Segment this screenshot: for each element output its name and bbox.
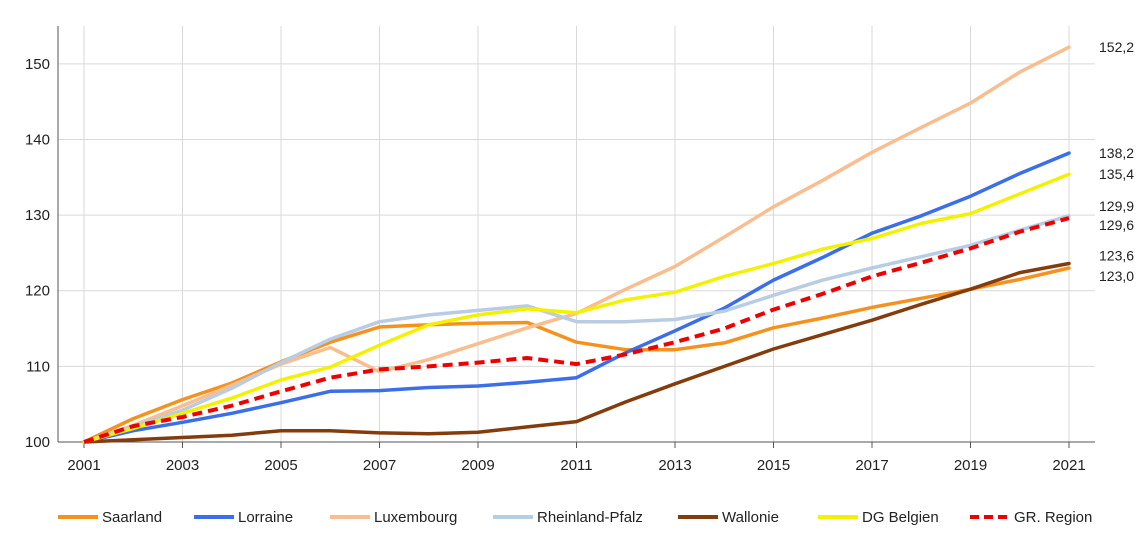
- x-tick-label: 2011: [560, 457, 592, 474]
- x-tick-label: 2013: [658, 457, 691, 474]
- grid-lines: [58, 26, 1095, 442]
- legend-label: Saarland: [102, 509, 162, 526]
- legend-label: GR. Region: [1014, 509, 1092, 526]
- x-tick-label: 2003: [166, 457, 199, 474]
- y-tick-label: 120: [25, 283, 50, 300]
- x-tick-label: 2019: [954, 457, 987, 474]
- legend-label: Luxembourg: [374, 509, 457, 526]
- end-value-label-dg-belgien: 135,4: [1099, 166, 1134, 182]
- x-tick-label: 2009: [461, 457, 494, 474]
- legend-label: DG Belgien: [862, 509, 939, 526]
- series-line-wallonie: [82, 261, 1071, 444]
- x-tick-label: 2007: [363, 457, 396, 474]
- y-tick-label: 110: [26, 358, 50, 375]
- legend-label: Lorraine: [238, 509, 293, 526]
- y-tick-label: 150: [25, 56, 50, 73]
- end-value-label-wallonie: 123,6: [1099, 247, 1134, 263]
- y-tick-label: 100: [25, 434, 50, 451]
- x-tick-label: 2017: [855, 457, 888, 474]
- legend: Saarland Lorraine Luxembourg Rheinland-Pfal…: [58, 509, 1092, 526]
- end-value-label-luxembourg: 152,2: [1099, 39, 1134, 55]
- end-value-label-gr-region: 129,6: [1099, 217, 1134, 233]
- series-line-dg-belgien: [82, 172, 1071, 444]
- legend-label: Rheinland-Pfalz: [537, 509, 643, 526]
- series-line-rheinland-pfalz: [82, 214, 1071, 444]
- end-value-label-lorraine: 138,2: [1099, 145, 1134, 161]
- series-line-gr-region: [83, 216, 1070, 444]
- x-tick-label: 2015: [757, 457, 790, 474]
- end-value-label-saarland: 123,0: [1099, 268, 1134, 284]
- series-lines: [82, 45, 1071, 444]
- x-tick-label: 2005: [264, 457, 297, 474]
- end-labels: 123,0 138,2 152,2 129,9 123,6 135,4 129,6: [1099, 39, 1134, 284]
- legend-label: Wallonie: [722, 509, 779, 526]
- y-tick-label: 140: [25, 131, 50, 148]
- end-value-label-rheinland-pfalz: 129,9: [1099, 198, 1134, 214]
- series-line-saarland: [82, 266, 1071, 444]
- x-tick-label: 2001: [67, 457, 100, 474]
- axes: 100 110 120 130 140 150 2001 2003 2005 2007 2009 20…: [25, 26, 1095, 474]
- x-tick-label: 2021: [1052, 457, 1085, 474]
- y-tick-label: 130: [25, 207, 50, 224]
- series-line-lorraine: [82, 151, 1071, 444]
